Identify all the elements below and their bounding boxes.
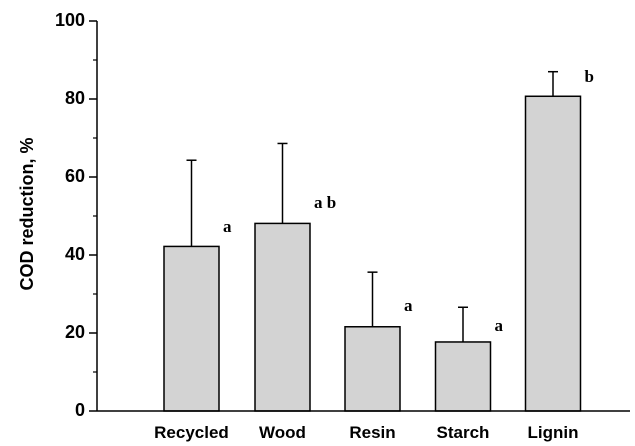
y-tick-label: 0	[75, 400, 85, 420]
significance-label-resin: a	[404, 296, 413, 315]
bar-recycled	[163, 245, 220, 412]
y-tick-label: 80	[65, 88, 85, 108]
bar-starch	[434, 341, 492, 412]
x-tick-label-wood: Wood	[259, 423, 306, 442]
bar-resin	[344, 326, 401, 412]
bar-wood	[254, 222, 311, 412]
significance-label-starch: a	[495, 316, 504, 335]
significance-label-recycled: a	[223, 217, 232, 236]
y-tick-label: 20	[65, 322, 85, 342]
bar-lignin	[524, 95, 582, 412]
y-axis-title: COD reduction, %	[17, 137, 37, 290]
x-tick-label-starch: Starch	[437, 423, 490, 442]
significance-label-lignin: b	[585, 67, 594, 86]
x-tick-label-resin: Resin	[349, 423, 395, 442]
x-tick-label-recycled: Recycled	[154, 423, 229, 442]
significance-label-wood: a b	[314, 193, 336, 212]
y-tick-label: 100	[55, 10, 85, 30]
y-tick-label: 60	[65, 166, 85, 186]
y-tick-label: 40	[65, 244, 85, 264]
x-tick-label-lignin: Lignin	[528, 423, 579, 442]
plot-area: a Recycled a b Wood a Resin a Starch b Lignin 0 20 4…	[55, 10, 630, 442]
